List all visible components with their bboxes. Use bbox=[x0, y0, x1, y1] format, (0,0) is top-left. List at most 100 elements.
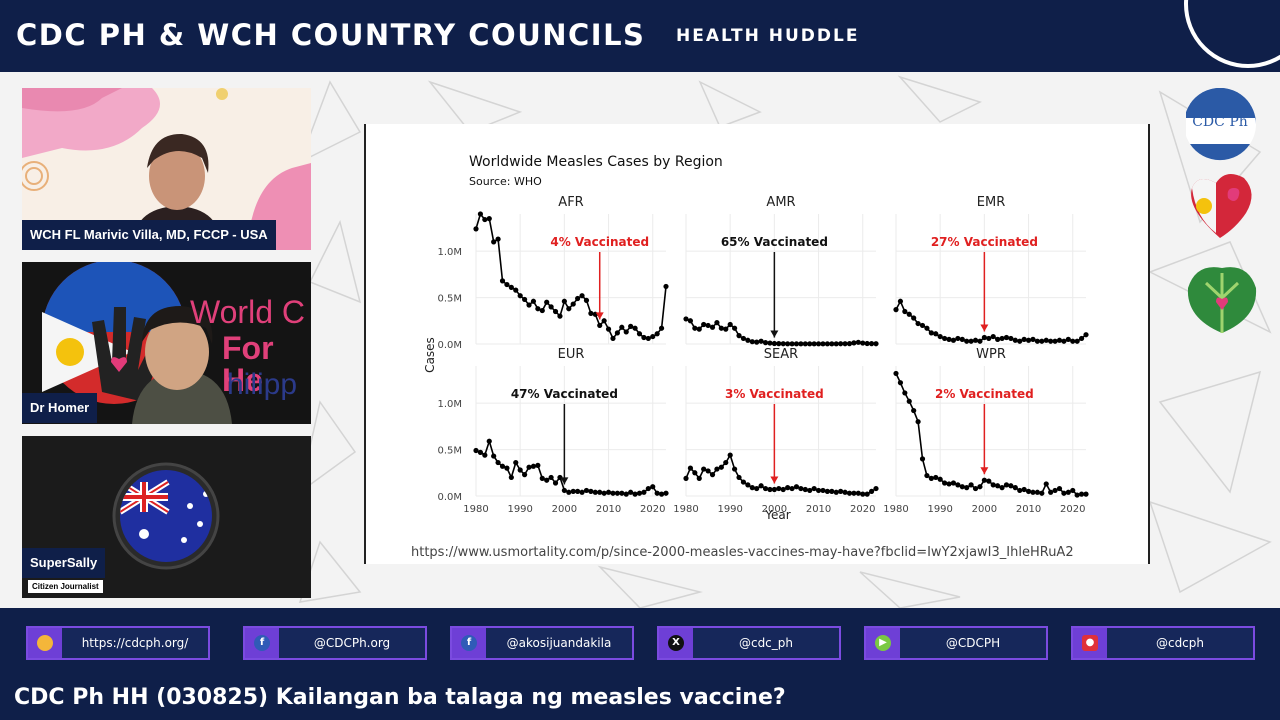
data-point bbox=[482, 452, 488, 458]
panel-label: EMR bbox=[977, 195, 1005, 210]
data-point bbox=[986, 335, 992, 342]
social-link-website[interactable]: https://cdcph.org/ bbox=[26, 626, 210, 660]
data-point bbox=[727, 452, 733, 458]
data-point bbox=[486, 216, 492, 222]
data-point bbox=[491, 453, 497, 459]
data-point bbox=[658, 325, 665, 331]
data-point bbox=[705, 322, 711, 329]
chart-subtitle: Source: WHO bbox=[469, 175, 542, 188]
participant-3-avatar bbox=[22, 436, 311, 598]
data-point bbox=[933, 474, 939, 481]
cdc-ph-logo-text: CDC Ph bbox=[1192, 114, 1248, 130]
social-link-podcast[interactable]: ● @cdcph bbox=[1071, 626, 1255, 660]
social-link-facebook-juandakila[interactable]: f @akosijuandakila bbox=[450, 626, 634, 660]
data-point bbox=[990, 333, 996, 340]
data-point bbox=[776, 341, 782, 347]
data-point bbox=[928, 330, 934, 336]
data-point bbox=[815, 487, 822, 494]
x-tick-label: 1990 bbox=[717, 504, 742, 515]
data-point bbox=[654, 490, 660, 496]
data-point bbox=[486, 438, 492, 444]
data-point bbox=[570, 301, 576, 307]
data-point bbox=[928, 475, 934, 481]
participant-tile-2[interactable]: World C For He hilipp Dr Homer bbox=[22, 262, 311, 424]
data-point bbox=[636, 331, 643, 337]
participant-tile-1[interactable]: WCH FL Marivic Villa, MD, FCCP - USA bbox=[22, 88, 311, 250]
data-point bbox=[522, 296, 528, 303]
data-point bbox=[1030, 336, 1036, 342]
participant-role-tag: Citizen Journalist bbox=[28, 580, 103, 593]
data-point bbox=[749, 339, 755, 345]
data-point bbox=[793, 341, 800, 347]
data-point bbox=[911, 407, 917, 414]
data-point bbox=[614, 490, 620, 496]
data-point bbox=[552, 308, 559, 315]
presentation-slide: Worldwide Measles Cases by Region Source… bbox=[364, 124, 1150, 564]
data-point bbox=[1070, 487, 1076, 494]
data-point bbox=[745, 337, 751, 343]
data-point bbox=[1056, 485, 1063, 492]
leaf-heart-logo bbox=[1187, 267, 1257, 333]
data-point bbox=[623, 491, 629, 497]
data-point bbox=[539, 475, 545, 481]
measles-chart: AFR 0.0M 0.5M 1.0M 4% Vaccinated AMR 65% Vacci… bbox=[423, 195, 1089, 522]
data-point bbox=[473, 226, 479, 232]
data-point bbox=[754, 485, 760, 492]
data-point bbox=[846, 490, 853, 496]
data-point bbox=[610, 490, 616, 496]
data-point bbox=[1017, 487, 1023, 494]
data-point bbox=[842, 489, 848, 495]
data-point bbox=[780, 486, 786, 493]
chart-title: Worldwide Measles Cases by Region bbox=[469, 154, 723, 170]
data-point bbox=[570, 488, 576, 494]
data-point bbox=[868, 488, 875, 494]
y-axis-label: Cases bbox=[423, 337, 437, 373]
data-point bbox=[522, 472, 528, 478]
data-point bbox=[517, 467, 523, 473]
x-tick-label: 2020 bbox=[640, 504, 665, 515]
partner-logos: CDC Ph bbox=[1184, 87, 1258, 342]
social-link-x[interactable]: X @cdc_ph bbox=[657, 626, 841, 660]
data-point bbox=[955, 482, 961, 488]
data-point bbox=[964, 338, 970, 344]
data-point bbox=[1078, 335, 1085, 342]
data-point bbox=[820, 341, 826, 347]
data-point bbox=[829, 341, 835, 347]
annotation-arrowhead bbox=[595, 312, 604, 320]
data-point bbox=[575, 488, 581, 494]
x-tick-label: 1980 bbox=[883, 504, 908, 515]
data-point bbox=[1061, 338, 1067, 344]
data-point bbox=[740, 479, 747, 485]
philippine-heart-logo bbox=[1191, 174, 1252, 238]
data-point bbox=[530, 298, 537, 304]
data-point bbox=[950, 480, 957, 486]
data-point bbox=[924, 472, 930, 479]
data-point bbox=[833, 341, 839, 347]
data-point bbox=[740, 335, 747, 342]
data-point bbox=[526, 302, 532, 308]
data-point bbox=[732, 325, 738, 331]
data-point bbox=[972, 485, 979, 492]
participant-name-tag: Dr Homer bbox=[22, 393, 98, 423]
participant-name-tag: SuperSally bbox=[22, 548, 106, 578]
participant-tile-3[interactable]: SuperSally Citizen Journalist bbox=[22, 436, 311, 598]
social-link-rumble[interactable]: ▶ @CDCPH bbox=[864, 626, 1048, 660]
data-point bbox=[696, 475, 702, 481]
data-point bbox=[636, 490, 643, 496]
social-link-facebook-cdcph[interactable]: f @CDCPh.org bbox=[243, 626, 427, 660]
data-point bbox=[641, 334, 647, 341]
data-point bbox=[552, 480, 559, 486]
data-point bbox=[798, 485, 804, 492]
microphone-icon: ● bbox=[1082, 635, 1098, 651]
annotation-arrowhead bbox=[560, 477, 569, 485]
background-banner-line-2: For He bbox=[222, 330, 274, 398]
series-line bbox=[475, 212, 667, 340]
data-point bbox=[1074, 492, 1080, 498]
data-point bbox=[864, 340, 870, 347]
data-point bbox=[851, 340, 857, 346]
data-point bbox=[1030, 489, 1036, 495]
data-point bbox=[605, 489, 612, 495]
data-point bbox=[860, 340, 866, 346]
data-point bbox=[1061, 490, 1067, 496]
data-point bbox=[1043, 337, 1049, 343]
